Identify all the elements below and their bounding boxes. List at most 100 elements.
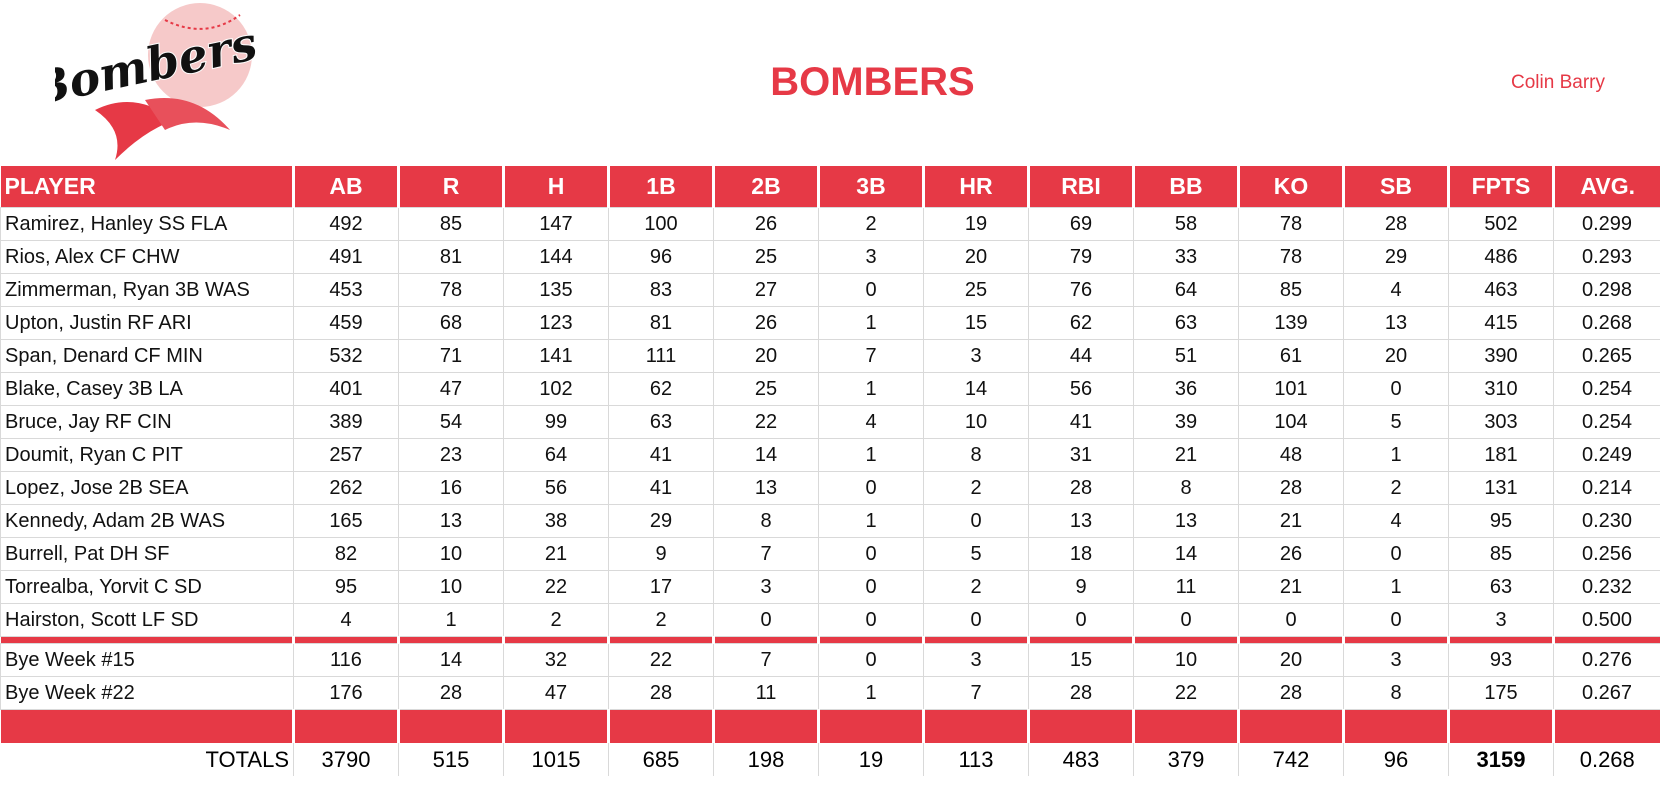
column-header: 1B bbox=[607, 166, 714, 208]
stat-cell: 0.249 bbox=[1553, 438, 1660, 472]
stat-cell: 28 bbox=[1028, 676, 1134, 710]
stat-cell: 102 bbox=[503, 372, 609, 406]
stat-cell: 459 bbox=[293, 306, 399, 340]
player-name: Burrell, Pat DH SF bbox=[0, 537, 294, 571]
bye-row: Bye Week #22 176 28 47 28 11 1 7 28 22 28 8 175 0.267 bbox=[0, 676, 1660, 710]
player-name: Hairston, Scott LF SD bbox=[0, 603, 294, 637]
stat-cell: 135 bbox=[503, 273, 609, 307]
stat-cell: 389 bbox=[293, 405, 399, 439]
total-cell: 3790 bbox=[293, 743, 399, 776]
stat-cell: 257 bbox=[293, 438, 399, 472]
stat-cell: 47 bbox=[503, 676, 609, 710]
player-name: Lopez, Jose 2B SEA bbox=[0, 471, 294, 505]
total-cell: 96 bbox=[1343, 743, 1449, 776]
stat-cell: 0 bbox=[1343, 537, 1449, 571]
stat-cell: 63 bbox=[1133, 306, 1239, 340]
logo-stitch bbox=[164, 14, 241, 30]
logo-flame bbox=[145, 98, 230, 130]
stat-cell: 21 bbox=[1238, 504, 1344, 538]
stat-cell: 13 bbox=[1133, 504, 1239, 538]
stat-cell: 0.268 bbox=[1553, 306, 1660, 340]
stat-cell: 68 bbox=[398, 306, 504, 340]
stat-cell: 16 bbox=[398, 471, 504, 505]
owner-name: Colin Barry bbox=[1511, 72, 1605, 93]
stat-cell: 38 bbox=[503, 504, 609, 538]
stat-cell: 3 bbox=[818, 240, 924, 274]
separator-cell bbox=[1237, 709, 1344, 743]
total-cell: 3159 bbox=[1448, 743, 1554, 776]
stat-cell: 123 bbox=[503, 306, 609, 340]
stat-cell: 2 bbox=[923, 471, 1029, 505]
column-header: R bbox=[397, 166, 504, 208]
total-cell: 685 bbox=[608, 743, 714, 776]
separator-cell bbox=[817, 636, 924, 644]
stat-cell: 1 bbox=[818, 372, 924, 406]
separator-row bbox=[0, 636, 1660, 644]
column-header: H bbox=[502, 166, 609, 208]
player-row: Torrealba, Yorvit C SD 95 10 22 17 3 0 2 9 11 21 1 6… bbox=[0, 570, 1660, 604]
stat-cell: 13 bbox=[1028, 504, 1134, 538]
stat-cell: 62 bbox=[608, 372, 714, 406]
stat-cell: 1 bbox=[1343, 570, 1449, 604]
player-name: Blake, Casey 3B LA bbox=[0, 372, 294, 406]
stat-cell: 4 bbox=[293, 603, 399, 637]
player-row: Kennedy, Adam 2B WAS 165 13 38 29 8 1 0 13 13 21 4 9… bbox=[0, 504, 1660, 538]
stat-cell: 95 bbox=[293, 570, 399, 604]
stat-cell: 20 bbox=[1343, 339, 1449, 373]
stat-cell: 25 bbox=[713, 372, 819, 406]
stat-cell: 28 bbox=[1028, 471, 1134, 505]
total-cell: 19 bbox=[818, 743, 924, 776]
stat-cell: 0.256 bbox=[1553, 537, 1660, 571]
stat-cell: 1 bbox=[818, 306, 924, 340]
stat-cell: 25 bbox=[713, 240, 819, 274]
stat-cell: 11 bbox=[1133, 570, 1239, 604]
stat-cell: 8 bbox=[1343, 676, 1449, 710]
stat-cell: 104 bbox=[1238, 405, 1344, 439]
stat-cell: 0 bbox=[818, 570, 924, 604]
separator-cell bbox=[1342, 636, 1449, 644]
header-row: PLAYER AB R H 1B 2B 3B HR RBI BB KO SB FPTS AVG. bbox=[0, 166, 1660, 208]
stat-cell: 20 bbox=[713, 339, 819, 373]
stat-cell: 4 bbox=[1343, 504, 1449, 538]
logo-ball bbox=[148, 3, 252, 107]
separator-cell bbox=[397, 709, 504, 743]
stat-cell: 28 bbox=[608, 676, 714, 710]
stat-cell: 78 bbox=[1238, 240, 1344, 274]
stat-cell: 22 bbox=[503, 570, 609, 604]
total-cell: 1015 bbox=[503, 743, 609, 776]
title: BOMBERS bbox=[770, 60, 975, 104]
stat-cell: 28 bbox=[398, 676, 504, 710]
column-header: HR bbox=[922, 166, 1029, 208]
stat-cell: 14 bbox=[398, 643, 504, 677]
stat-cell: 176 bbox=[293, 676, 399, 710]
stat-cell: 8 bbox=[713, 504, 819, 538]
column-header: 3B bbox=[817, 166, 924, 208]
stat-cell: 139 bbox=[1238, 306, 1344, 340]
stat-cell: 1 bbox=[398, 603, 504, 637]
stat-cell: 9 bbox=[1028, 570, 1134, 604]
stat-cell: 85 bbox=[1448, 537, 1554, 571]
stat-cell: 0.299 bbox=[1553, 207, 1660, 241]
column-header: SB bbox=[1342, 166, 1449, 208]
stat-cell: 85 bbox=[398, 207, 504, 241]
separator-cell bbox=[1027, 636, 1134, 644]
column-header: BB bbox=[1132, 166, 1239, 208]
separator-cell bbox=[712, 636, 819, 644]
stat-cell: 175 bbox=[1448, 676, 1554, 710]
stat-cell: 147 bbox=[503, 207, 609, 241]
stat-cell: 0 bbox=[1133, 603, 1239, 637]
stat-cell: 8 bbox=[1133, 471, 1239, 505]
stat-cell: 3 bbox=[923, 643, 1029, 677]
stat-cell: 13 bbox=[713, 471, 819, 505]
stat-cell: 4 bbox=[818, 405, 924, 439]
column-header: 2B bbox=[712, 166, 819, 208]
stat-cell: 0 bbox=[713, 603, 819, 637]
stat-cell: 71 bbox=[398, 339, 504, 373]
stat-cell: 10 bbox=[398, 570, 504, 604]
separator-cell bbox=[0, 636, 294, 644]
player-name: Bye Week #22 bbox=[0, 676, 294, 710]
stat-cell: 20 bbox=[1238, 643, 1344, 677]
player-row: Upton, Justin RF ARI 459 68 123 81 26 1 15 62 63 1… bbox=[0, 306, 1660, 340]
stat-cell: 64 bbox=[1133, 273, 1239, 307]
